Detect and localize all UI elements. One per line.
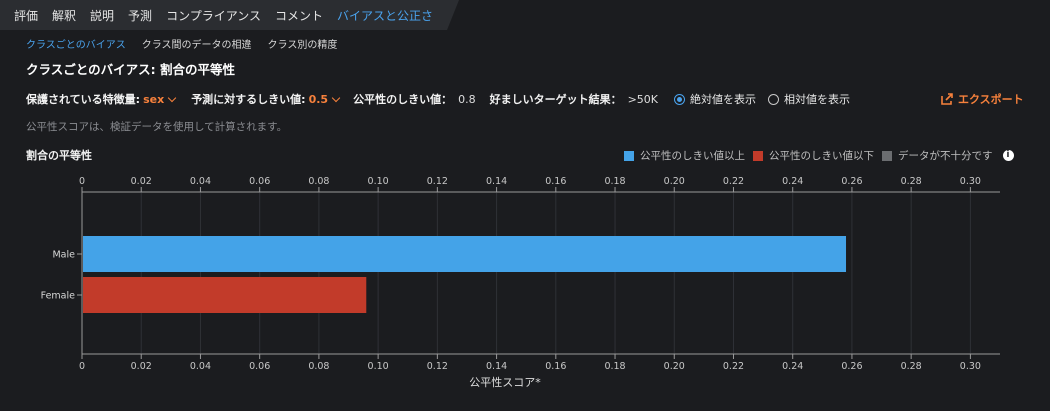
threshold-value: 0.5 <box>308 92 329 106</box>
export-icon <box>941 93 953 105</box>
tick-label-bottom: 0.26 <box>841 361 862 372</box>
legend: 公平性のしきい値以上 公平性のしきい値以下 データが不十分です i <box>624 148 1014 163</box>
subtab-per-class-bias[interactable]: クラスごとのバイアス <box>26 40 126 51</box>
tick-label-bottom: 0.18 <box>604 361 625 372</box>
chevron-down-icon <box>331 93 341 102</box>
legend-label-insufficient: データが不十分です <box>898 150 993 162</box>
tick-label-top: 0.18 <box>604 176 625 187</box>
tick-label-top: 0.10 <box>368 176 389 187</box>
tick-label-bottom: 0.10 <box>368 361 389 372</box>
fairness-threshold-value: 0.8 <box>458 92 476 106</box>
tab-bias-fairness[interactable]: バイアスと公正さ <box>337 8 434 23</box>
threshold-label: 予測に対するしきい値: <box>191 93 306 106</box>
feature-dropdown[interactable]: sex <box>143 92 177 106</box>
tick-label-top: 0.06 <box>249 176 270 187</box>
legend-swatch-above <box>624 150 634 161</box>
subtab-bar: クラスごとのバイアス クラス間のデータの相違 クラス別の精度 <box>26 36 337 51</box>
export-button[interactable]: エクスポート <box>941 91 1024 107</box>
subtab-cross-class-accuracy[interactable]: クラス別の精度 <box>267 40 338 51</box>
tick-label-bottom: 0.16 <box>545 361 566 372</box>
tick-label-bottom: 0.04 <box>190 361 211 372</box>
feature-value: sex <box>143 92 165 106</box>
category-label-male: Male <box>52 250 75 261</box>
bar-female <box>83 277 367 313</box>
tick-label-top: 0 <box>79 176 85 187</box>
tick-label-bottom: 0.14 <box>486 361 507 372</box>
tick-label-bottom: 0.28 <box>901 361 922 372</box>
feature-label: 保護されている特徴量: <box>26 93 141 106</box>
tick-label-bottom: 0.06 <box>249 361 270 372</box>
favorable-target-value: >50K <box>627 92 659 106</box>
top-navigation: 評価 解釈 説明 予測 コンプライアンス コメント バイアスと公正さ <box>0 0 1050 30</box>
tab-predict[interactable]: 予測 <box>128 8 153 23</box>
tab-comments[interactable]: コメント <box>274 8 323 23</box>
tick-label-bottom: 0.08 <box>308 361 329 372</box>
legend-label-below: 公平性のしきい値以下 <box>769 150 874 162</box>
page-title: クラスごとのバイアス: 割合の平等性 <box>26 62 235 77</box>
tick-label-bottom: 0.02 <box>131 361 152 372</box>
tab-compliance[interactable]: コンプライアンス <box>166 8 261 23</box>
tick-label-top: 0.26 <box>841 176 862 187</box>
note-text: 公平性スコアは、検証データを使用して計算されます。 <box>26 121 288 133</box>
subtab-cross-class-data-disparity[interactable]: クラス間のデータの相違 <box>141 40 252 51</box>
tick-label-top: 0.16 <box>545 176 566 187</box>
category-label-female: Female <box>41 291 76 302</box>
tick-label-top: 0.08 <box>308 176 329 187</box>
tick-label-bottom: 0.24 <box>782 361 803 372</box>
chart-title: 割合の平等性 <box>26 149 92 162</box>
x-axis-label: 公平性スコア* <box>469 375 541 389</box>
tick-label-bottom: 0 <box>79 361 85 372</box>
legend-swatch-below <box>753 150 763 161</box>
legend-item-below: 公平性のしきい値以下 <box>753 148 874 163</box>
radio-button-icon <box>768 93 780 105</box>
radio-absolute-label: 絶対値を表示 <box>690 93 757 106</box>
tick-label-top: 0.12 <box>427 176 448 187</box>
legend-label-above: 公平性のしきい値以上 <box>640 150 745 162</box>
threshold-dropdown[interactable]: 0.5 <box>308 92 341 106</box>
bias-chart: 0 0 0.02 0.02 0.04 0.04 0.06 0.06 0.08 0.08 0.10 0.… <box>41 176 1000 389</box>
radio-relative-label: 相対値を表示 <box>784 93 851 106</box>
chevron-down-icon <box>167 93 177 102</box>
info-icon[interactable]: i <box>1002 150 1014 161</box>
controls-bar: 保護されている特徴量: sex 予測に対するしきい値: 0.5 公平性のしきい値… <box>26 91 850 107</box>
tick-label-bottom: 0.30 <box>960 361 981 372</box>
legend-item-insufficient: データが不十分です <box>882 148 993 163</box>
tick-label-bottom: 0.12 <box>427 361 448 372</box>
tick-label-top: 0.04 <box>190 176 211 187</box>
tick-label-top: 0.28 <box>901 176 922 187</box>
radio-button-icon <box>674 93 686 105</box>
bar-male <box>83 236 847 272</box>
tick-label-top: 0.02 <box>131 176 152 187</box>
tick-label-top: 0.22 <box>723 176 744 187</box>
tab-explain[interactable]: 説明 <box>90 8 115 23</box>
radio-absolute[interactable]: 絶対値を表示 <box>674 91 756 107</box>
tick-label-top: 0.20 <box>664 176 685 187</box>
fairness-threshold-label: 公平性のしきい値： <box>353 93 453 106</box>
legend-item-above: 公平性のしきい値以上 <box>624 148 745 163</box>
radio-relative[interactable]: 相対値を表示 <box>768 91 850 107</box>
tab-evaluate[interactable]: 評価 <box>14 8 39 23</box>
favorable-target-label: 好ましいターゲット結果： <box>489 93 622 106</box>
tab-interpret[interactable]: 解釈 <box>52 8 77 23</box>
export-label: エクスポート <box>958 93 1024 106</box>
tick-label-top: 0.24 <box>782 176 803 187</box>
tick-label-top: 0.30 <box>960 176 981 187</box>
legend-swatch-insufficient <box>882 150 892 161</box>
tab-bar: 評価 解釈 説明 予測 コンプライアンス コメント バイアスと公正さ <box>0 0 459 30</box>
tick-label-top: 0.14 <box>486 176 507 187</box>
tick-label-bottom: 0.22 <box>723 361 744 372</box>
tick-label-bottom: 0.20 <box>664 361 685 372</box>
